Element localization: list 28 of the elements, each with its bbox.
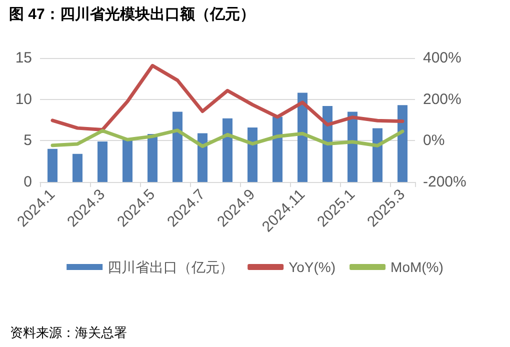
y2-tick-label: 400%	[423, 50, 462, 66]
bar	[272, 116, 282, 182]
bar	[72, 154, 82, 182]
bar	[298, 92, 308, 182]
chart-title: 图 47：四川省光模块出口额（亿元）	[9, 5, 255, 23]
bar	[222, 118, 232, 182]
y-tick-label: 15	[15, 50, 32, 66]
bar	[398, 105, 408, 182]
y2-tick-label: 200%	[423, 90, 462, 108]
text: 资料来源：海关总署	[10, 325, 127, 340]
bar	[122, 139, 132, 182]
bar	[372, 128, 382, 182]
y2-tick-label: 0%	[423, 132, 445, 150]
y2-tick-label: -200%	[423, 174, 466, 190]
bar	[198, 133, 208, 182]
y-tick-label: 0	[24, 174, 32, 190]
bar	[48, 148, 58, 182]
bar	[98, 141, 108, 182]
y-tick-label: 10	[15, 90, 32, 108]
line-series	[50, 128, 404, 148]
legend-label: 四川省出口（亿元）	[108, 259, 234, 275]
bar	[248, 127, 258, 182]
line-series	[50, 64, 404, 132]
bar	[172, 112, 182, 182]
legend-label: MoM(%)	[390, 259, 444, 275]
y-tick-label: 5	[24, 132, 32, 150]
legend-label: YoY(%)	[288, 259, 336, 275]
bar	[148, 134, 158, 182]
